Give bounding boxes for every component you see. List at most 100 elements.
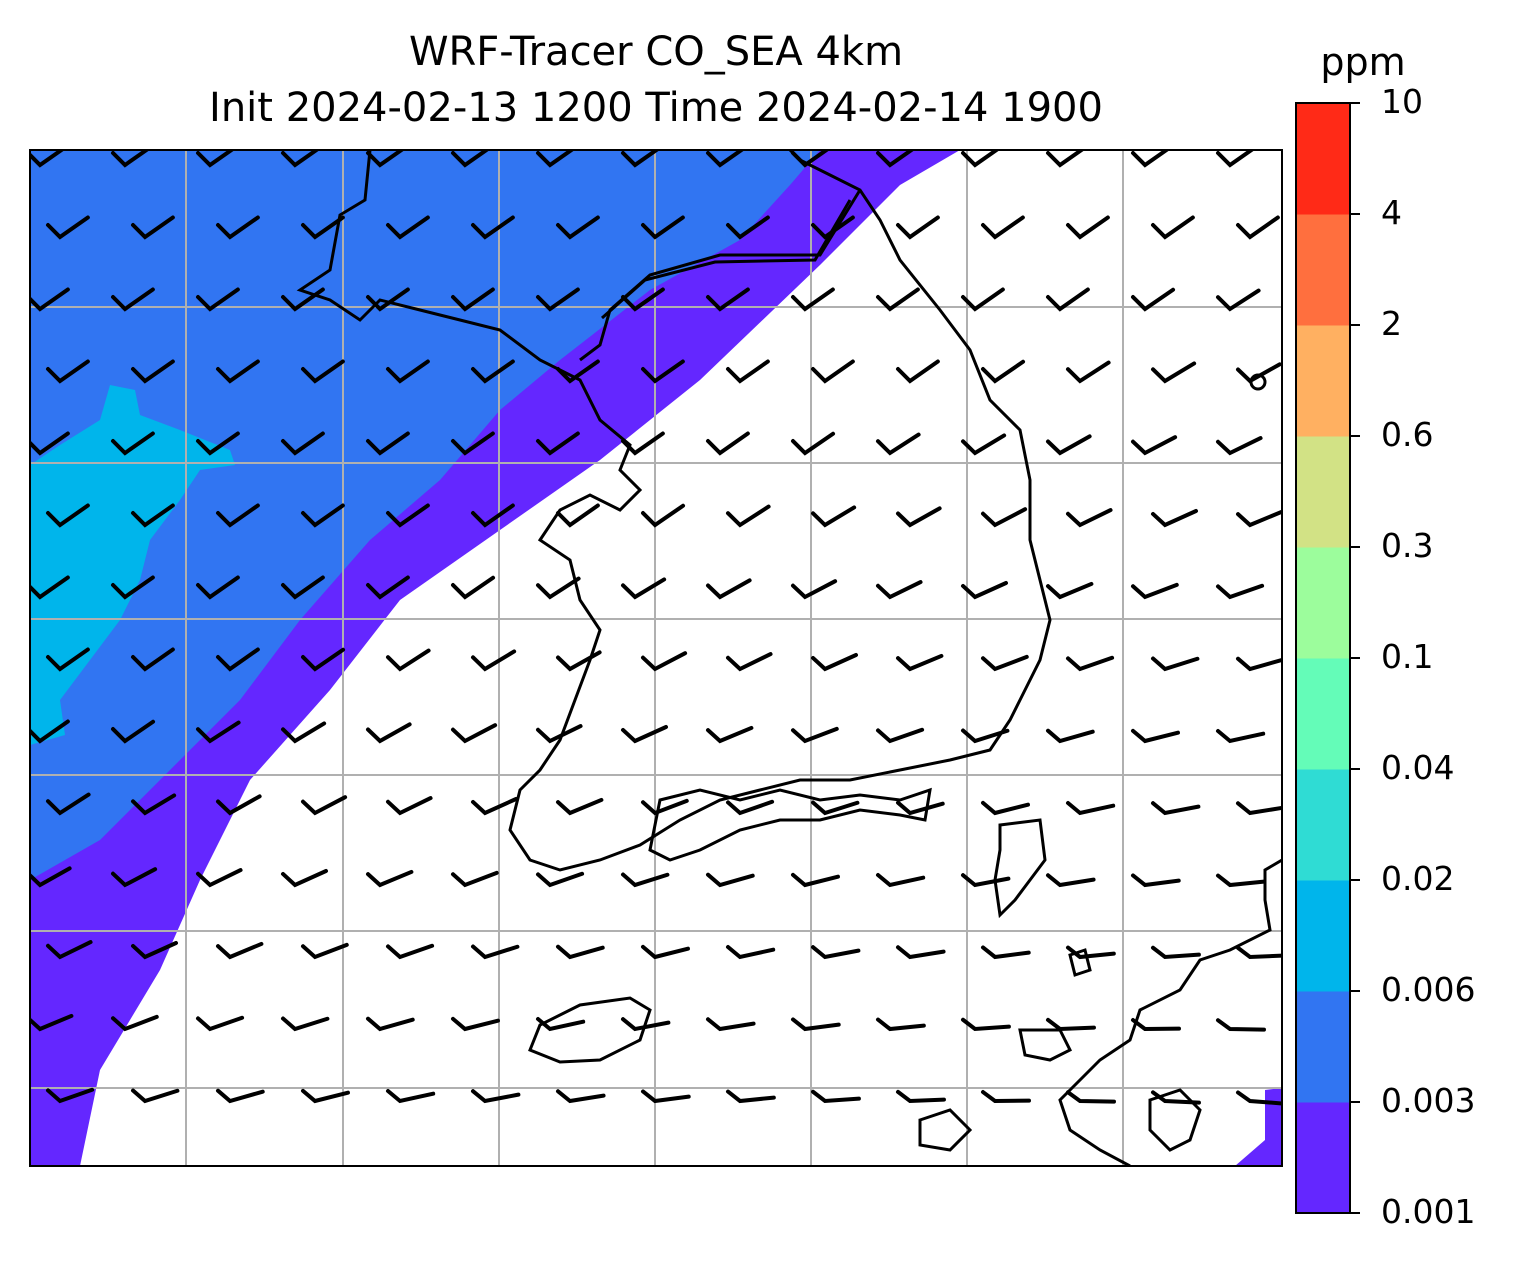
colorbar-block [1296,325,1350,437]
wind-barb [726,799,775,816]
wind-barb [281,869,328,888]
wind-barb [46,359,90,384]
wind-barb [961,150,1000,168]
wind-barb [1151,945,1201,960]
wind-barb [111,150,150,168]
wind-barb [791,287,835,312]
wind-barb [1216,729,1266,744]
wind-barb [1046,728,1095,744]
colorbar-tick-label: 0.02 [1381,859,1455,898]
wind-barb [281,431,325,456]
wind-barb [981,507,1028,528]
wind-barb [471,359,515,384]
colorbar-tick-label: 10 [1381,82,1423,121]
wind-barb [811,945,861,960]
wind-barb [961,287,1005,312]
wind-barb [1236,362,1282,384]
wind-barb [726,1089,776,1104]
wind-barb [301,215,345,240]
wind-barb [876,580,923,600]
wind-barb [556,797,604,816]
map-subtitle: Init 2024-02-13 1200 Time 2024-02-14 190… [209,85,1103,131]
wind-barb [451,575,496,600]
wind-barb [451,431,495,456]
colorbar-tick-label: 0.1 [1381,637,1434,676]
wind-barb [46,940,93,960]
wind-barb [30,287,70,312]
wind-barb [981,359,1026,384]
wind-barb [876,287,920,312]
colorbar-tick-label: 0.3 [1381,526,1434,565]
wind-barb [451,870,499,888]
wind-barb [196,720,241,744]
wind-barb [621,287,665,312]
wind-barb [536,576,581,600]
wind-barb [46,647,90,672]
wind-barb [1046,581,1094,600]
wind-barb [791,150,830,168]
wind-barb [1216,288,1261,312]
colorbar-blocks [1296,103,1350,1214]
wind-barb [451,287,495,312]
wind-barb [896,215,940,240]
wind-barb [896,800,945,816]
wind-barb [46,215,90,240]
wind-barb [1046,873,1096,888]
wind-barb [791,1017,841,1032]
colorbar-unit: ppm [1320,40,1406,84]
colorbar-ticks [1350,102,1360,1214]
wind-barb [1151,509,1198,528]
wind-barb [301,647,346,672]
wind-barb [1151,215,1195,240]
wind-barb [961,1017,1011,1032]
wind-barb [131,215,175,240]
wind-barb [281,287,325,312]
wind-barb [30,150,65,168]
colorbar-block [1296,436,1350,548]
wind-barb [981,945,1031,960]
wind-barb [556,503,600,528]
wind-barb [706,1017,756,1032]
wind-barb [791,431,836,456]
colorbar-block [1296,880,1350,992]
wind-barb [1236,656,1282,672]
wind-barb [981,1090,1031,1104]
wind-barb [1066,655,1115,672]
wind-barb [1216,1018,1266,1032]
wind-barb [1236,801,1282,816]
wind-barb [386,503,430,528]
wind-barb [216,941,264,960]
wind-barb [726,652,773,672]
wind-barb [876,873,926,888]
wind-barb [876,432,921,456]
wind-barbs [30,150,1282,1106]
wind-barb [896,653,944,672]
wind-barb [791,726,839,744]
wind-barb [726,504,771,528]
wind-barb [641,944,690,960]
wind-barb [216,647,260,672]
wind-barb [556,359,600,384]
wind-barb [1066,508,1113,528]
wind-barb [196,868,243,888]
wind-barb [1066,945,1116,960]
wind-barb [641,1089,691,1104]
colorbar-tick-label: 0.6 [1381,415,1434,454]
wind-barb [1046,434,1092,456]
wind-barb [1151,1090,1201,1105]
wind-barb [366,287,410,312]
wind-barb [1131,1018,1181,1032]
wind-barb [471,503,515,528]
colorbar-block [1296,547,1350,659]
wind-barb [811,215,855,240]
wind-barb [536,431,580,456]
wind-barb [46,792,91,816]
wind-barb [726,359,770,384]
wind-barb [111,867,158,888]
wind-barb [811,800,860,816]
wind-barb [451,150,490,168]
wind-barb [386,796,433,816]
wind-barb [30,1013,74,1032]
wind-barb [1236,1090,1282,1106]
